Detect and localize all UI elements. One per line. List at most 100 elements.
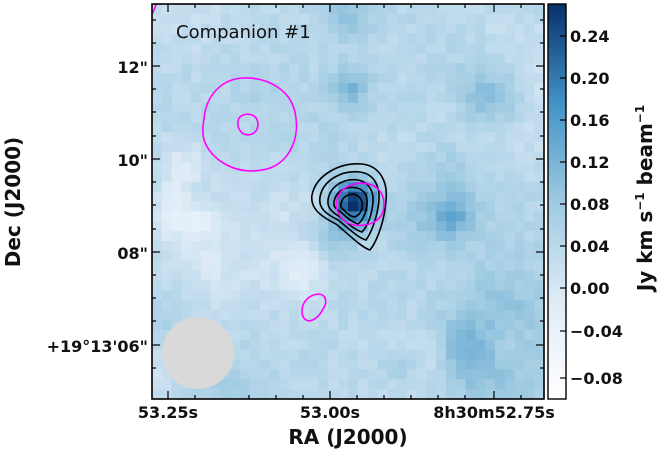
map-pixel [250, 349, 261, 361]
map-pixel [152, 181, 163, 193]
map-pixel [279, 112, 290, 124]
map-pixel [220, 73, 231, 84]
map-pixel [201, 152, 212, 163]
map-pixel [387, 201, 398, 212]
map-pixel [318, 92, 329, 104]
map-pixel [416, 320, 427, 331]
map-pixel [357, 181, 369, 193]
map-pixel [201, 142, 212, 153]
map-pixel [250, 250, 261, 262]
map-pixel [299, 201, 310, 212]
map-pixel [348, 171, 359, 183]
map-pixel [250, 43, 261, 54]
map-pixel [201, 201, 212, 212]
map-pixel [524, 63, 535, 74]
map-pixel [465, 181, 476, 193]
map-pixel [485, 211, 496, 222]
map-pixel [504, 359, 516, 370]
map-pixel [377, 320, 388, 331]
map-pixel [367, 43, 378, 54]
map-pixel [504, 290, 516, 301]
map-pixel [367, 152, 378, 163]
map-pixel [426, 379, 437, 390]
map-pixel [210, 43, 222, 54]
map-pixel [377, 211, 388, 222]
map-pixel [230, 369, 241, 380]
map-pixel [338, 280, 349, 291]
map-pixel [514, 53, 525, 64]
map-pixel [495, 152, 506, 163]
map-pixel [279, 379, 290, 390]
map-pixel [328, 320, 339, 331]
map-pixel [485, 152, 496, 163]
map-pixel [152, 241, 163, 252]
map-pixel [230, 63, 241, 74]
map-pixel [161, 23, 173, 35]
map-pixel [475, 13, 486, 25]
map-pixel [475, 73, 486, 84]
map-pixel [299, 320, 310, 331]
map-pixel [210, 221, 222, 232]
map-pixel [446, 33, 457, 45]
map-pixel [191, 310, 202, 321]
map-pixel [259, 92, 271, 104]
map-pixel [308, 92, 320, 104]
map-pixel [338, 83, 349, 94]
map-pixel [299, 231, 310, 242]
black-contour-5 [339, 193, 364, 218]
map-pixel [240, 43, 251, 54]
map-pixel [436, 63, 447, 74]
map-pixel [524, 4, 535, 15]
map-pixel [524, 132, 535, 143]
map-pixel [210, 181, 222, 193]
map-pixel [446, 92, 457, 104]
map-pixel [504, 122, 516, 133]
map-pixel [171, 280, 182, 291]
map-pixel [357, 132, 369, 143]
map-pixel [299, 369, 310, 380]
map-pixel [406, 369, 418, 380]
map-pixel [485, 359, 496, 370]
map-pixel [171, 300, 182, 311]
map-pixel [446, 191, 457, 203]
map-pixel [240, 389, 251, 399]
map-pixel [259, 152, 271, 163]
map-pixel [524, 13, 535, 25]
map-pixel [436, 260, 447, 272]
map-pixel [279, 329, 290, 341]
map-pixel [397, 43, 408, 54]
map-pixel [269, 379, 280, 390]
map-pixel [230, 152, 241, 163]
map-pixel [524, 349, 535, 361]
map-pixel [446, 280, 457, 291]
map-pixel [318, 122, 329, 133]
map-pixel [446, 329, 457, 341]
map-pixel [191, 191, 202, 203]
map-pixel [465, 221, 476, 232]
map-pixel [485, 241, 496, 252]
map-pixel [201, 112, 212, 124]
map-pixel [240, 270, 251, 282]
map-pixel [475, 33, 486, 45]
map-pixel [250, 201, 261, 212]
map-pixel [348, 339, 359, 351]
map-pixel [152, 221, 163, 232]
map-pixel [357, 260, 369, 272]
map-pixel [250, 122, 261, 133]
map-pixel [338, 260, 349, 272]
map-pixel [230, 102, 241, 114]
map-pixel [220, 231, 231, 242]
map-pixel [524, 112, 535, 124]
map-pixel [475, 270, 486, 282]
map-pixel [426, 359, 437, 370]
map-pixel [534, 181, 544, 193]
map-pixel [357, 339, 369, 351]
map-pixel [318, 339, 329, 351]
map-pixel [397, 152, 408, 163]
map-pixel [201, 231, 212, 242]
map-pixel [485, 33, 496, 45]
map-pixel [465, 300, 476, 311]
map-pixel [171, 102, 182, 114]
map-pixel [436, 339, 447, 351]
map-pixel [299, 13, 310, 25]
